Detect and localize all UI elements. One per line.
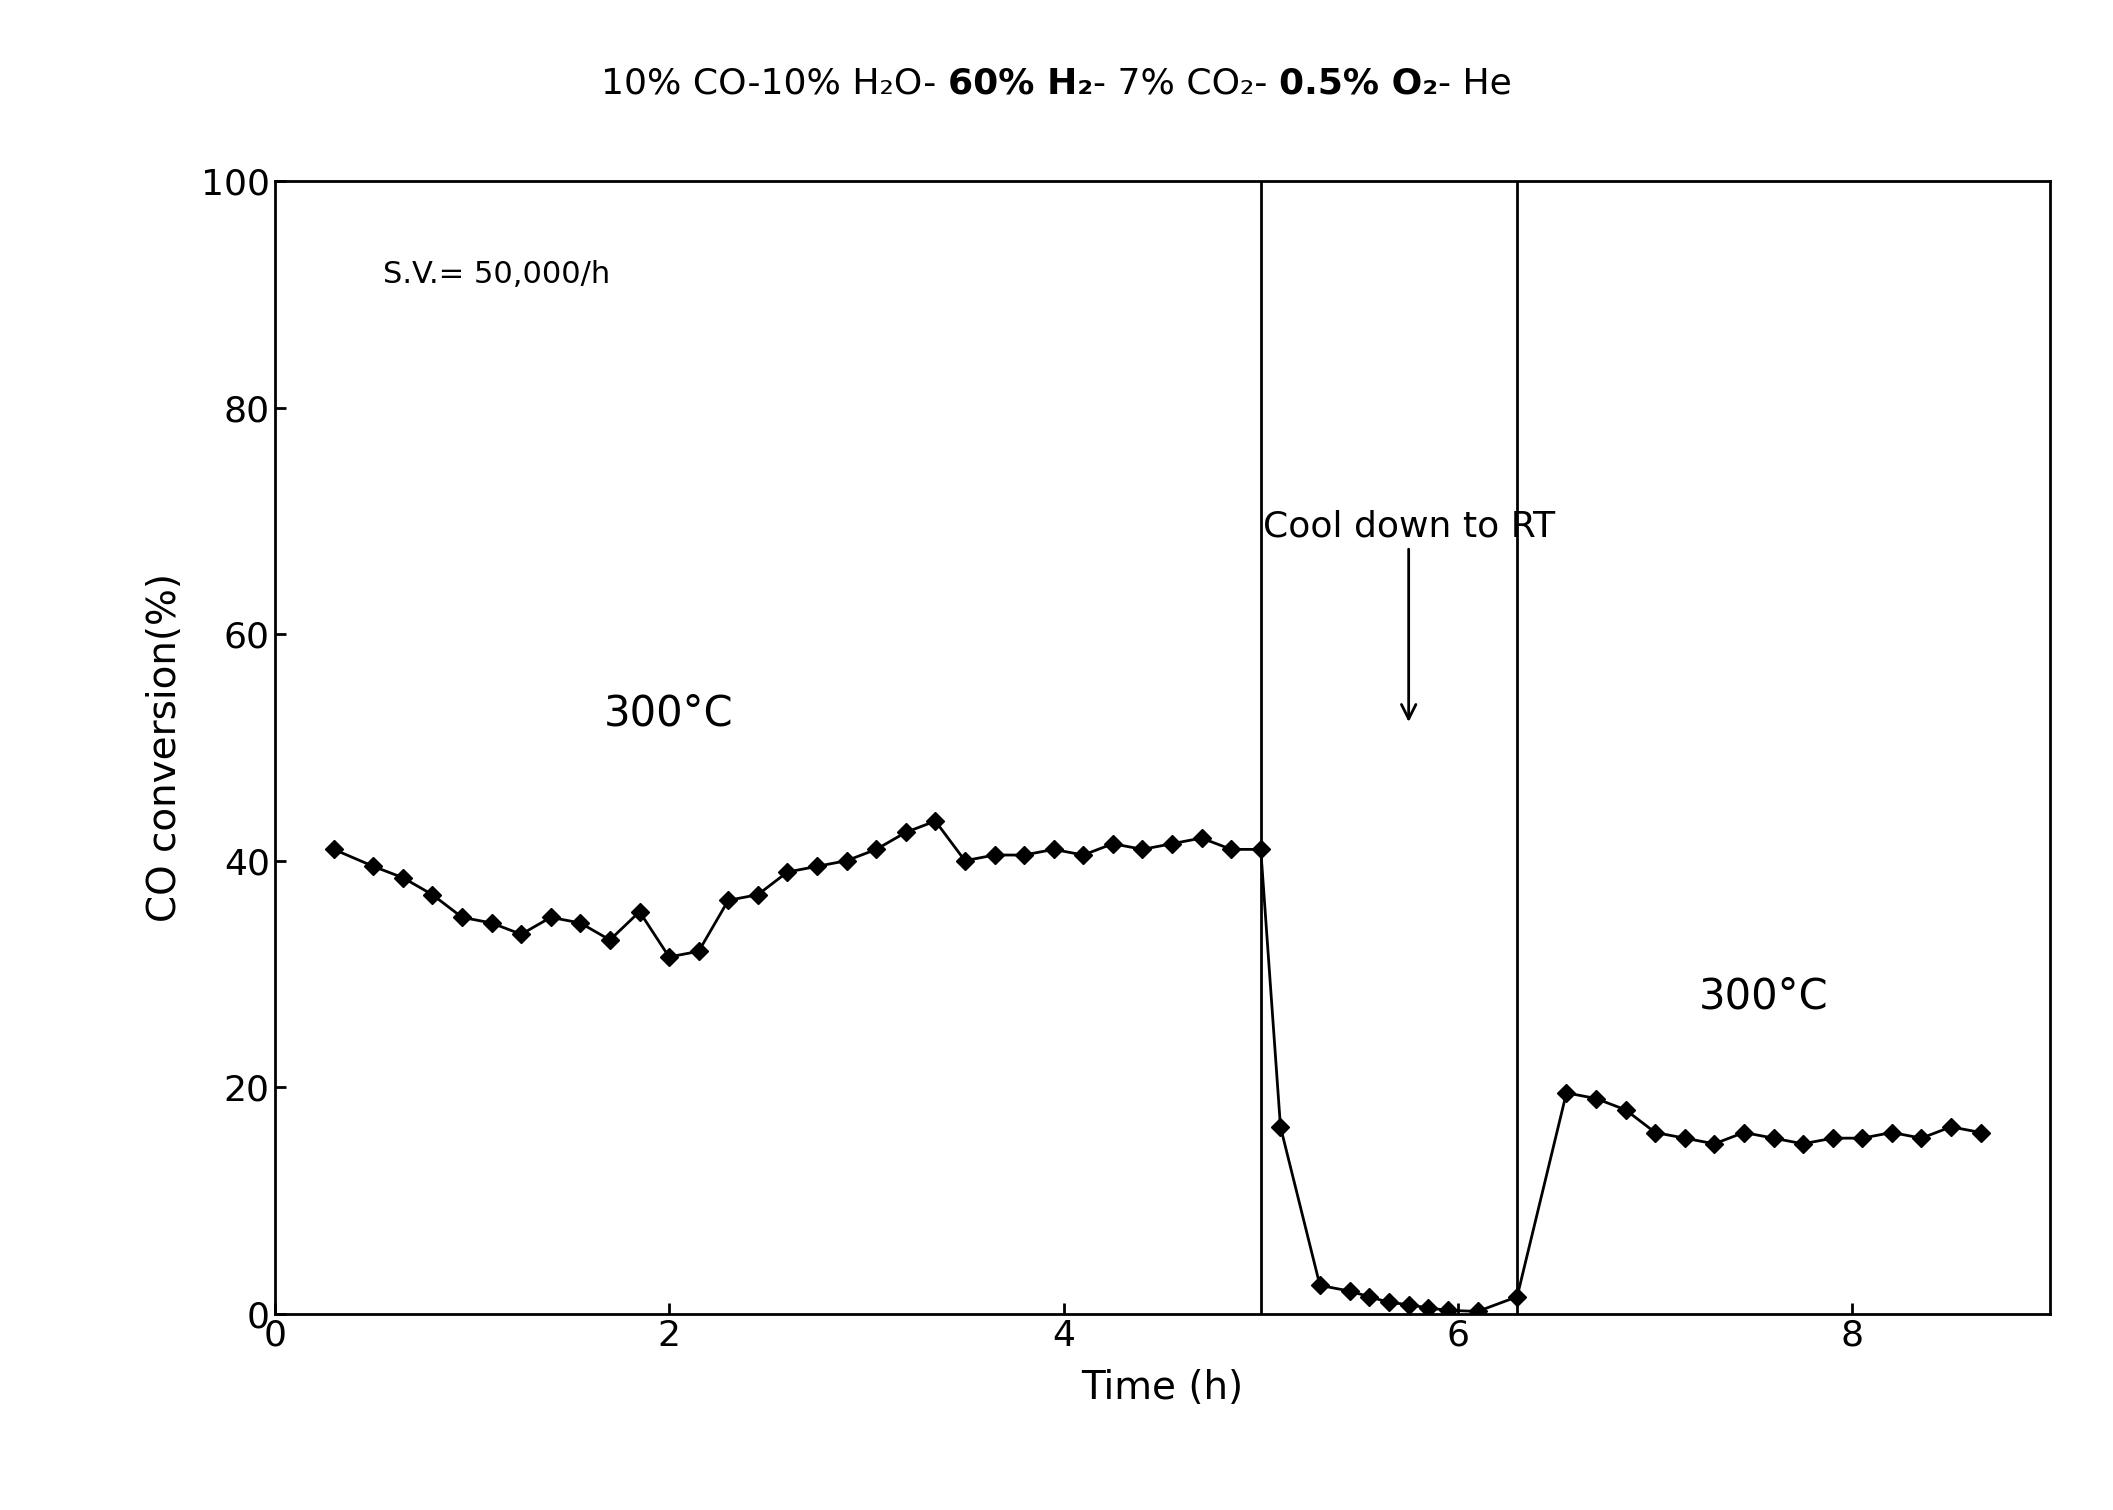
Text: 60% H₂: 60% H₂ — [949, 66, 1092, 100]
Y-axis label: CO conversion(%): CO conversion(%) — [146, 572, 184, 923]
Text: 300°C: 300°C — [604, 693, 733, 734]
Text: 10% CO-10% H₂O-: 10% CO-10% H₂O- — [602, 66, 949, 100]
Text: Cool down to RT: Cool down to RT — [1264, 509, 1555, 719]
Text: - 7% CO₂-: - 7% CO₂- — [1092, 66, 1278, 100]
Text: 300°C: 300°C — [1699, 975, 1828, 1018]
Text: S.V.= 50,000/h: S.V.= 50,000/h — [382, 260, 611, 290]
X-axis label: Time (h): Time (h) — [1082, 1370, 1242, 1407]
Text: - He: - He — [1439, 66, 1511, 100]
Text: 0.5% O₂: 0.5% O₂ — [1278, 66, 1439, 100]
